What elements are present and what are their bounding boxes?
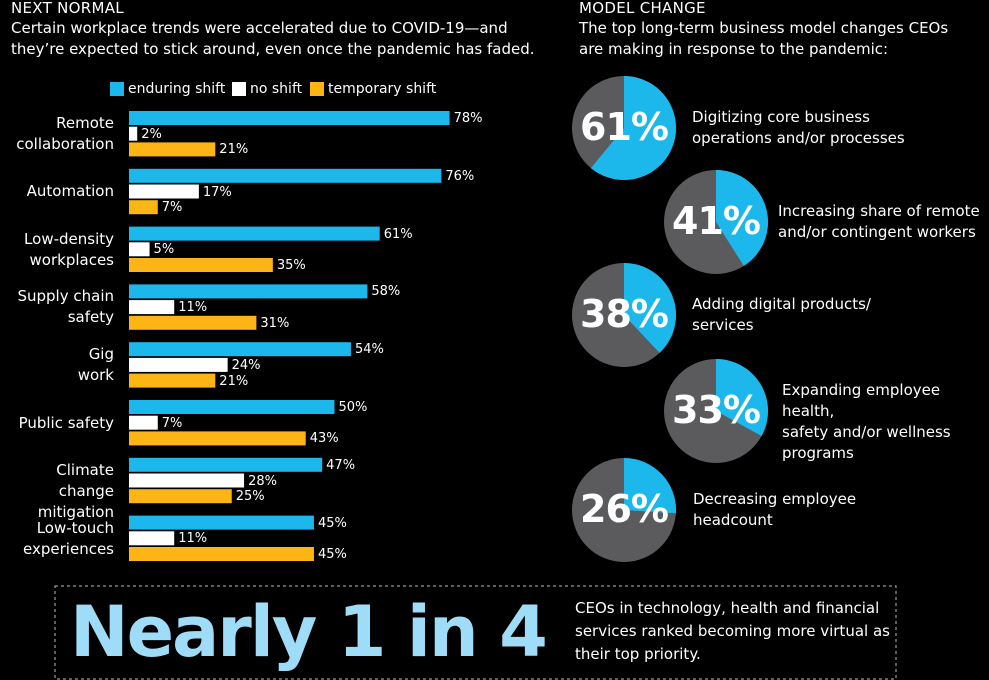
callout-text: CEOs in technology, health and financial…	[575, 599, 890, 663]
right-title: MODEL CHANGE	[579, 0, 706, 17]
bar-value-label: 45%	[317, 515, 347, 531]
left-subtitle: Certain workplace trends were accelerate…	[11, 19, 535, 58]
pie-category-label: Adding digital products/ services	[692, 295, 871, 334]
left-title: NEXT NORMAL	[11, 0, 124, 17]
pie-value-label: 41%	[672, 199, 761, 243]
bar-value-label: 17%	[202, 184, 232, 200]
category-label: Remote collaboration	[16, 114, 114, 153]
bar-value-label: 58%	[371, 284, 401, 300]
bar-value-label: 21%	[219, 142, 249, 158]
bar	[129, 242, 150, 257]
bar	[129, 184, 199, 199]
pie-slice	[624, 263, 676, 353]
bar-value-label: 47%	[326, 457, 356, 473]
bar	[129, 431, 306, 446]
bar-value-label: 7%	[161, 415, 183, 431]
bar-value-label: 76%	[445, 168, 475, 184]
bar	[129, 226, 380, 241]
bar	[129, 315, 257, 330]
bar	[129, 111, 450, 125]
category-label: Public safety	[18, 413, 114, 432]
bar-value-label: 7%	[161, 200, 183, 216]
category-label: Low-touch experiences	[23, 518, 114, 558]
category-label: Supply chain safety	[17, 287, 114, 327]
bar	[129, 457, 323, 472]
bar	[129, 373, 216, 388]
legend-label: enduring shift	[128, 81, 226, 97]
category-label: Climate change mitigation	[37, 460, 114, 521]
pie-category-label: Expanding employee health, safety and/or…	[782, 380, 951, 462]
bar	[129, 400, 335, 414]
pie-slice	[716, 170, 769, 266]
bar-value-label: 11%	[178, 531, 208, 547]
bar-value-label: 61%	[383, 226, 413, 242]
legend-swatch	[232, 82, 246, 96]
bar	[129, 342, 351, 357]
bar	[129, 547, 314, 561]
bar	[129, 415, 158, 430]
bar	[129, 200, 158, 215]
bar-value-label: 31%	[260, 315, 290, 331]
bar	[129, 126, 138, 141]
bar-value-label: 54%	[354, 342, 384, 358]
bar	[129, 473, 245, 488]
callout-box	[54, 585, 897, 680]
bar	[129, 515, 314, 530]
legend-label: temporary shift	[328, 81, 437, 97]
bar-value-label: 5%	[153, 242, 175, 258]
bar	[129, 300, 175, 315]
legend-swatch	[110, 82, 124, 96]
pie-category-label: Decreasing employee headcount	[693, 490, 857, 529]
pie-category-label: Increasing share of remote and/or contin…	[778, 202, 980, 241]
pie-value-label: 38%	[580, 292, 669, 336]
pie-slice	[624, 458, 677, 514]
bar-value-label: 28%	[248, 473, 277, 489]
bar	[129, 142, 216, 157]
bar-value-label: 50%	[338, 400, 368, 415]
bar-value-label: 21%	[219, 373, 249, 389]
pie-slice	[590, 76, 676, 180]
category-label: Low-density workplaces	[24, 229, 114, 269]
bar-value-label: 35%	[276, 258, 306, 273]
bar	[129, 168, 442, 183]
bar-value-label: 24%	[231, 357, 261, 373]
bar-value-label: 43%	[309, 431, 339, 447]
right-subtitle: The top long-term business model changes…	[579, 19, 949, 58]
bar	[129, 489, 232, 504]
bar-value-label: 11%	[178, 300, 208, 316]
pie-value-label: 33%	[672, 388, 761, 432]
legend-label: no shift	[250, 81, 303, 97]
bar-value-label: 2%	[141, 126, 162, 142]
bar	[129, 284, 368, 299]
category-label: Gig work	[77, 345, 114, 385]
bar-value-label: 78%	[453, 111, 483, 126]
pie-slice	[716, 359, 768, 437]
category-label: Automation	[26, 182, 114, 201]
bar-value-label: 25%	[235, 489, 265, 505]
pie-value-label: 26%	[580, 487, 669, 531]
legend-swatch	[310, 82, 324, 96]
bar	[129, 531, 175, 546]
bar-value-label: 45%	[317, 547, 347, 562]
callout-headline: Nearly 1 in 4	[70, 591, 548, 673]
bar	[129, 357, 228, 372]
bar	[129, 258, 273, 272]
pie-category-label: Digitizing core business operations and/…	[692, 108, 905, 147]
pie-value-label: 61%	[580, 105, 669, 149]
